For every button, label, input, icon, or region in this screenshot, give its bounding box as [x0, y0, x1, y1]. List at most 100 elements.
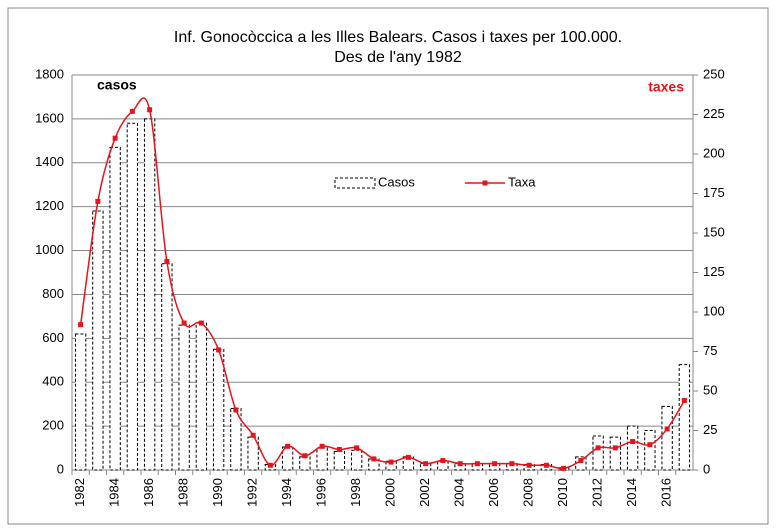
- x-tick-label: 1982: [72, 478, 87, 507]
- line-marker: [457, 461, 463, 467]
- bar: [74, 333, 87, 471]
- legend-marker: [482, 180, 488, 186]
- y2-tick-label: 75: [703, 343, 717, 358]
- y-tick-label: 1600: [35, 110, 64, 125]
- x-tick-label: 2014: [624, 478, 639, 507]
- y2-tick-label: 200: [703, 145, 725, 160]
- bar: [626, 425, 639, 471]
- line-marker: [112, 135, 118, 141]
- y-axis-label: casos: [97, 77, 137, 93]
- bar: [195, 322, 208, 471]
- line-marker: [216, 347, 222, 353]
- bar: [592, 435, 604, 471]
- x-tick-label: 1990: [210, 478, 225, 507]
- chart-subtitle: Des de l'any 1982: [334, 49, 462, 66]
- bar: [161, 263, 173, 471]
- y2-tick-label: 150: [703, 224, 725, 239]
- line-marker: [371, 456, 377, 462]
- y-tick-label: 1400: [35, 154, 64, 169]
- bar: [178, 324, 190, 471]
- legend-label: Casos: [378, 174, 415, 189]
- bar: [299, 456, 311, 471]
- line-marker: [147, 107, 153, 113]
- y2-tick-label: 250: [703, 66, 725, 81]
- line-marker: [405, 454, 411, 460]
- y-tick-label: 600: [42, 330, 64, 345]
- y2-tick-label: 100: [703, 303, 725, 318]
- line-marker: [647, 442, 653, 448]
- bar: [333, 450, 346, 471]
- x-tick-label: 2002: [417, 478, 432, 507]
- line-marker: [95, 198, 101, 204]
- y2-tick-label: 125: [703, 264, 725, 279]
- y2-tick-label: 25: [703, 422, 717, 437]
- line-marker: [302, 453, 308, 459]
- x-tick-label: 2016: [659, 478, 674, 507]
- y2-axis-label: taxes: [648, 79, 684, 95]
- line-marker: [543, 462, 549, 468]
- y-tick-label: 1200: [35, 198, 64, 213]
- y-tick-label: 400: [42, 374, 64, 389]
- bar: [109, 146, 121, 471]
- y2-tick-label: 225: [703, 106, 725, 121]
- x-tick-label: 2000: [383, 478, 398, 507]
- y-tick-label: 1000: [35, 242, 64, 257]
- x-tick-label: 2006: [486, 478, 501, 507]
- x-tick-label: 1996: [314, 478, 329, 507]
- bar: [609, 436, 622, 471]
- line-marker: [267, 462, 273, 468]
- bar: [350, 449, 363, 471]
- bar: [212, 348, 225, 471]
- line-marker: [129, 108, 135, 114]
- bar: [143, 118, 156, 471]
- bar: [661, 405, 673, 471]
- line-marker: [319, 443, 325, 449]
- y-tick-label: 200: [42, 418, 64, 433]
- bar: [92, 210, 104, 471]
- line-marker: [492, 461, 498, 467]
- y-tick-label: 800: [42, 286, 64, 301]
- y2-tick-label: 50: [703, 382, 717, 397]
- line-marker: [474, 461, 480, 467]
- line-marker: [78, 322, 84, 328]
- bar: [678, 364, 691, 471]
- line-marker: [354, 445, 360, 451]
- line-marker: [423, 461, 429, 467]
- line-marker: [198, 320, 204, 326]
- x-tick-label: 2004: [452, 478, 467, 507]
- line-marker: [561, 465, 567, 471]
- x-tick-label: 2010: [555, 478, 570, 507]
- y2-tick-label: 0: [703, 461, 710, 476]
- y-tick-label: 0: [57, 461, 64, 476]
- line-marker: [681, 397, 687, 403]
- x-tick-label: 1988: [176, 478, 191, 507]
- bar: [644, 430, 656, 471]
- line-marker: [664, 426, 670, 432]
- y2-tick-label: 175: [703, 185, 725, 200]
- line-marker: [509, 461, 515, 467]
- line-marker: [164, 258, 170, 264]
- x-tick-label: 1986: [141, 478, 156, 507]
- line-marker: [336, 446, 342, 452]
- line-marker: [526, 462, 532, 468]
- x-tick-label: 1994: [279, 478, 294, 507]
- line-marker: [630, 439, 636, 445]
- chart-title: Inf. Gonocòccica a les Illes Balears. Ca…: [174, 29, 622, 46]
- legend-swatch: [334, 177, 376, 189]
- x-tick-label: 2008: [521, 478, 536, 507]
- legend-label: Taxa: [508, 174, 536, 189]
- line-marker: [612, 445, 618, 451]
- line-marker: [181, 320, 187, 326]
- line-marker: [233, 407, 239, 413]
- bar: [316, 447, 328, 471]
- line-marker: [440, 458, 446, 464]
- bar: [126, 122, 139, 471]
- line-marker: [285, 443, 291, 449]
- line-marker: [250, 432, 256, 438]
- y-tick-label: 1800: [35, 66, 64, 81]
- line-marker: [595, 445, 601, 451]
- x-tick-label: 1984: [107, 478, 122, 507]
- x-tick-label: 1998: [348, 478, 363, 507]
- line-marker: [388, 459, 394, 465]
